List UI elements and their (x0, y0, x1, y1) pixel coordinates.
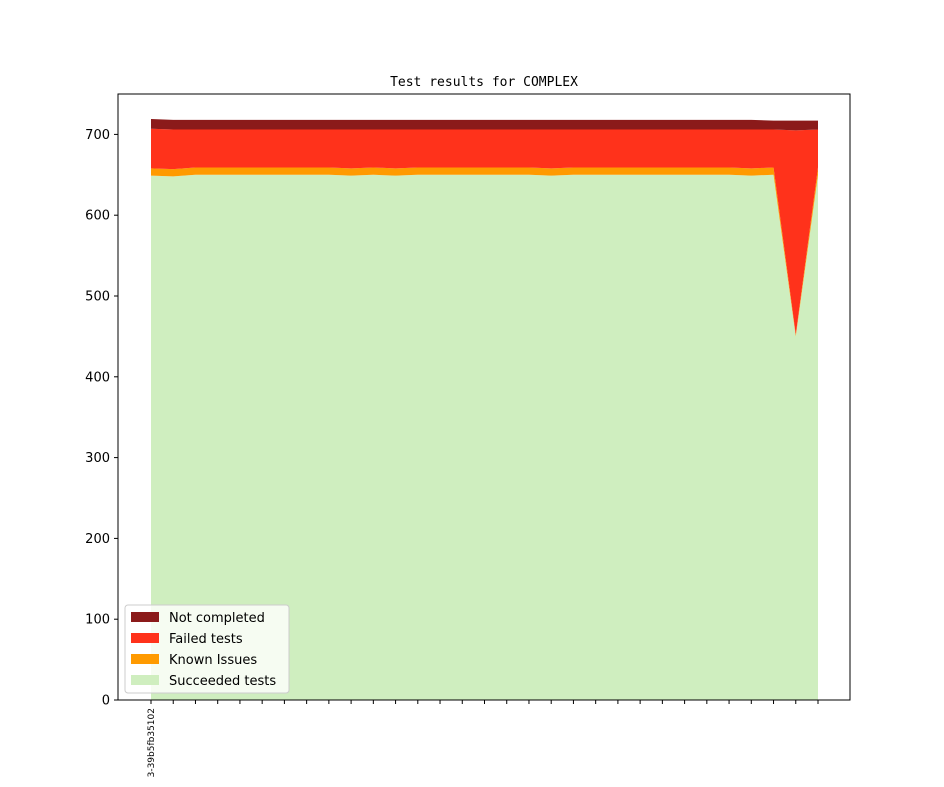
y-tick-label-1: 100 (85, 613, 110, 628)
y-tick-label-0: 0 (102, 694, 110, 709)
x-tick-label-0: 3-39b5fb35102 (147, 708, 157, 777)
area-layer (151, 119, 818, 701)
legend-label-2: Known Issues (169, 653, 257, 668)
y-tick-label-4: 400 (85, 370, 110, 385)
y-tick-label-6: 600 (85, 209, 110, 224)
legend-swatch-0 (131, 612, 159, 622)
legend-swatch-2 (131, 654, 159, 664)
legend-label-0: Not completed (169, 611, 265, 626)
legend-box (124, 604, 290, 694)
legend-label-3: Succeeded tests (169, 674, 276, 689)
legend-label-1: Failed tests (169, 632, 243, 647)
x-axis: 3-39b5fb35102 (147, 700, 819, 777)
y-tick-label-7: 700 (85, 128, 110, 143)
area-series-2 (151, 128, 818, 335)
y-tick-label-2: 200 (85, 532, 110, 547)
legend-swatch-3 (131, 675, 159, 685)
legend: Not completed Failed tests Known Issues Suc… (124, 604, 290, 694)
y-axis: 0 100 200 300 400 500 600 700 (85, 128, 118, 709)
y-tick-label-5: 500 (85, 290, 110, 305)
area-series-0 (151, 174, 818, 701)
area-series-3 (151, 119, 818, 131)
legend-swatch-1 (131, 633, 159, 643)
chart-title: Test results for COMPLEX (390, 75, 578, 90)
y-tick-label-3: 300 (85, 451, 110, 466)
